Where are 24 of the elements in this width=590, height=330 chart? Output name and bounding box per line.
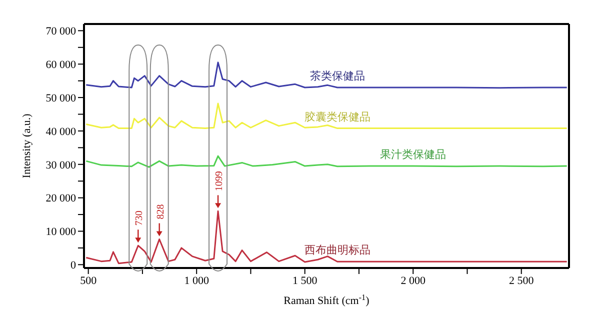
y-tick-label: 70 000 xyxy=(46,26,76,38)
y-tick-label: 10 000 xyxy=(46,226,76,238)
x-tick-label: 500 xyxy=(80,274,98,287)
series-label: 果汁类保健品 xyxy=(380,148,446,162)
y-tick-label: 0 xyxy=(70,260,76,272)
y-tick-label: 20 000 xyxy=(46,192,76,205)
x-tick-label: 1 000 xyxy=(184,274,210,287)
series-label: 西布曲明标品 xyxy=(304,244,370,257)
y-tick-label: 40 000 xyxy=(46,126,76,138)
y-tick-label: 50 000 xyxy=(46,92,76,104)
x-axis-title: Raman Shift (cm$^{-1}$) xyxy=(284,292,370,307)
x-tick-label: 1 500 xyxy=(292,274,318,287)
annotation: 1099 xyxy=(214,171,226,192)
annotation: 730 xyxy=(134,210,146,226)
y-tick-label: 30 000 xyxy=(46,159,76,172)
series-label: 胶囊类保健品 xyxy=(304,110,370,124)
series-label: 茶类保健品 xyxy=(310,70,365,83)
x-tick-label: 2 500 xyxy=(508,274,534,287)
y-tick-label: 60 000 xyxy=(46,59,76,72)
y-axis-title: Intensity (a.u.) xyxy=(21,113,33,178)
line-series xyxy=(85,102,568,130)
line-series xyxy=(85,62,568,89)
x-tick-label: 2 000 xyxy=(400,274,426,287)
annotation: 828 xyxy=(155,204,166,220)
